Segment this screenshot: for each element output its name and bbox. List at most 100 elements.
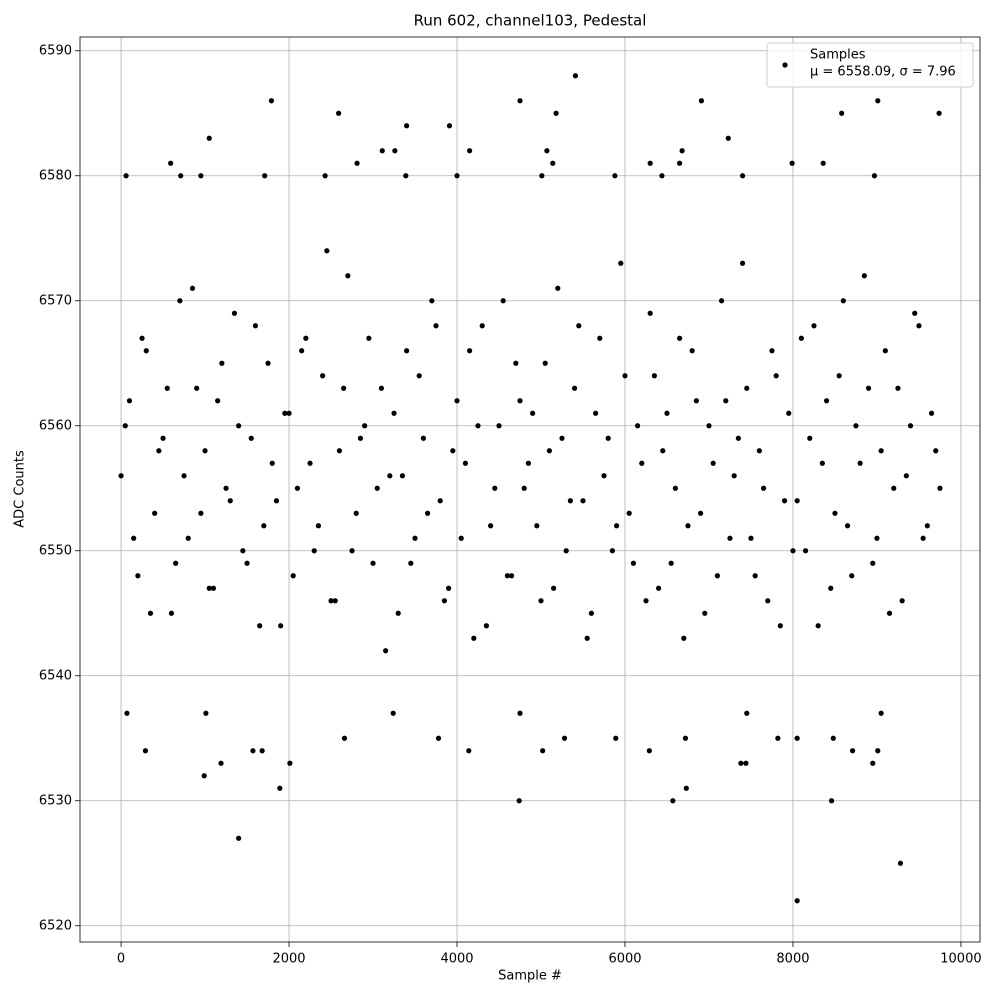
point [433, 323, 439, 329]
point [177, 298, 183, 304]
point [517, 398, 523, 404]
point [227, 498, 233, 504]
point [479, 323, 485, 329]
point [571, 385, 578, 391]
point [664, 410, 670, 416]
point [471, 635, 477, 641]
point [723, 398, 729, 404]
point [870, 560, 876, 566]
point [563, 548, 569, 554]
point [202, 448, 208, 454]
point [626, 510, 632, 516]
point [849, 748, 856, 754]
point [282, 410, 288, 416]
point [853, 423, 859, 429]
point [268, 98, 275, 104]
point [765, 598, 771, 604]
point [857, 460, 863, 466]
point [828, 585, 834, 591]
point [160, 435, 166, 441]
point [592, 410, 599, 416]
point [660, 448, 666, 454]
point [362, 423, 368, 429]
point [550, 160, 556, 166]
point [555, 285, 561, 291]
point [383, 648, 389, 654]
point [647, 310, 653, 316]
point [357, 435, 364, 441]
point [538, 598, 544, 604]
point [123, 173, 129, 179]
point [332, 598, 338, 604]
point [811, 323, 817, 329]
point [178, 173, 184, 179]
point [819, 460, 825, 466]
point [676, 160, 683, 166]
point [605, 435, 611, 441]
point [878, 710, 884, 716]
y-tick-label: 6570 [39, 293, 72, 308]
point [702, 610, 708, 616]
point [668, 560, 674, 566]
point [311, 548, 317, 554]
point [646, 748, 652, 754]
point [937, 485, 943, 491]
point [210, 585, 217, 591]
point [683, 785, 689, 791]
point [517, 710, 523, 716]
point [794, 898, 800, 904]
point [244, 560, 250, 566]
point [798, 335, 804, 341]
point [681, 635, 687, 641]
point [739, 260, 746, 266]
point [181, 473, 187, 479]
point [643, 598, 649, 604]
point [164, 385, 170, 391]
point [597, 335, 603, 341]
point [322, 173, 328, 179]
point [236, 835, 242, 841]
point [303, 335, 309, 341]
point [437, 498, 443, 504]
point [257, 623, 263, 629]
point [294, 485, 301, 491]
point [379, 148, 385, 154]
point [903, 473, 909, 479]
point [378, 385, 385, 391]
point [320, 373, 326, 379]
point [820, 160, 826, 166]
point [399, 473, 406, 479]
point [219, 360, 225, 366]
point [198, 510, 204, 516]
point [201, 773, 207, 779]
point [391, 410, 397, 416]
point [299, 348, 305, 354]
point [467, 148, 473, 154]
x-tick-label: 10000 [940, 952, 981, 967]
point [425, 510, 431, 516]
point [639, 460, 645, 466]
point [156, 448, 162, 454]
x-tick-label: 8000 [776, 952, 809, 967]
point [250, 748, 256, 754]
point [744, 710, 750, 716]
point [124, 710, 130, 716]
point [807, 435, 813, 441]
point [584, 635, 590, 641]
point [336, 448, 343, 454]
point [718, 298, 725, 304]
point [392, 148, 398, 154]
point [341, 735, 348, 741]
point [559, 435, 565, 441]
point [739, 173, 746, 179]
point [458, 535, 464, 541]
point [168, 160, 174, 166]
point [672, 485, 678, 491]
point [794, 498, 800, 504]
point [567, 498, 573, 504]
point [865, 385, 872, 391]
point [240, 548, 246, 554]
point [697, 510, 704, 516]
point [738, 760, 744, 766]
point [446, 123, 453, 129]
